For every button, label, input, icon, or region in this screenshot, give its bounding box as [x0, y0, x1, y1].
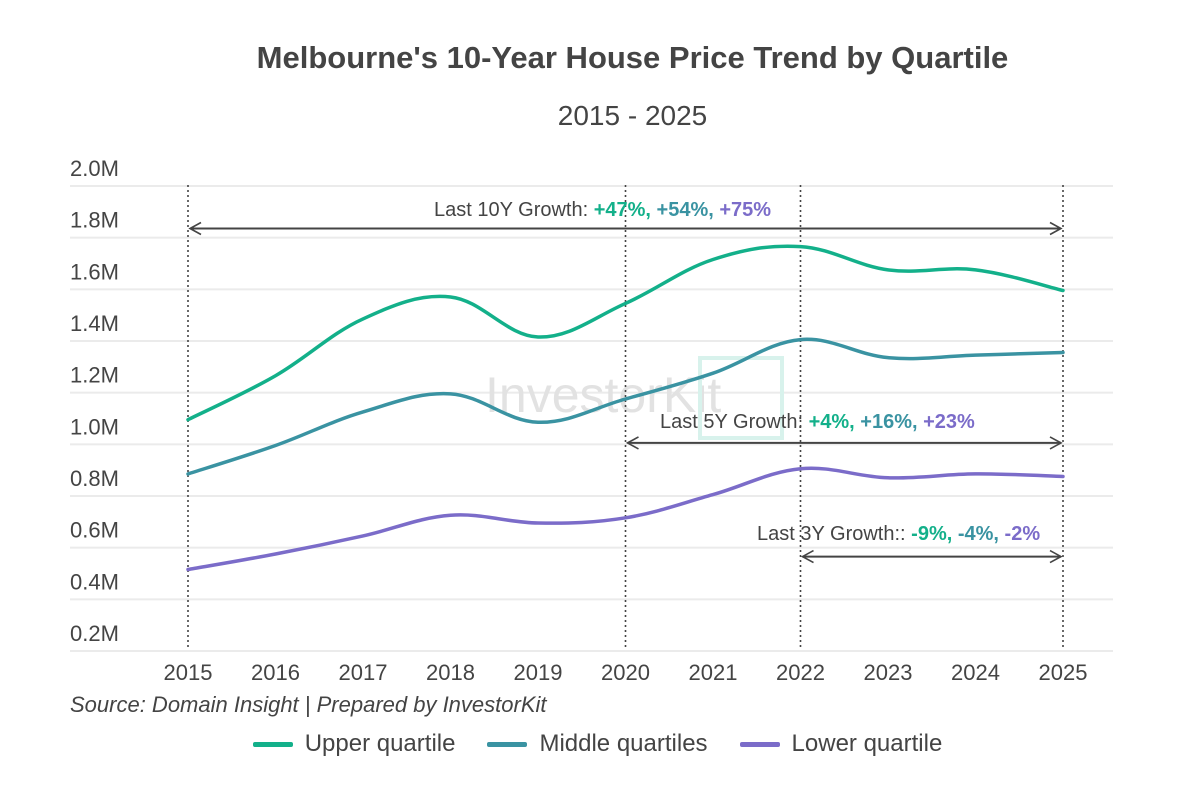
chart-subtitle: 2015 - 2025: [557, 100, 708, 131]
legend-label: Upper quartile: [304, 730, 456, 757]
legend-swatch: [739, 741, 780, 747]
source-note: Source: Domain Insight | Prepared by Inv…: [70, 692, 547, 717]
y-tick-label: 0.6M: [70, 518, 119, 543]
x-tick-label: 2017: [339, 660, 388, 685]
growth-value: +75%: [719, 199, 771, 221]
y-tick-label: 1.8M: [70, 208, 119, 233]
y-tick-label: 2.0M: [70, 156, 119, 181]
growth-value: +16%,: [860, 411, 923, 433]
legend-label: Lower quartile: [791, 730, 943, 757]
growth-annotation: Last 10Y Growth: +47%, +54%, +75%: [434, 199, 771, 221]
series-line-lower-quartile: [186, 466, 1065, 572]
growth-label: Last 3Y Growth::: [757, 523, 911, 545]
y-tick-label: 0.4M: [70, 569, 119, 594]
y-tick-label: 1.4M: [70, 311, 119, 336]
series-line-upper-quartile: [186, 244, 1065, 422]
series-line-middle-quartiles: [186, 337, 1065, 476]
x-tick-label: 2020: [601, 660, 650, 685]
growth-value: +47%,: [594, 199, 657, 221]
legend-swatch: [252, 741, 293, 747]
x-tick-label: 2024: [951, 660, 1000, 685]
y-tick-label: 1.0M: [70, 414, 119, 439]
chart-title: Melbourne's 10-Year House Price Trend by…: [256, 40, 1009, 75]
x-tick-label: 2022: [776, 660, 825, 685]
legend: Upper quartile Middle quartiles Lower quar…: [0, 730, 1195, 758]
x-tick-label: 2021: [689, 660, 738, 685]
growth-label: Last 10Y Growth:: [434, 199, 594, 221]
growth-value: +23%: [923, 411, 975, 433]
growth-value: -9%,: [911, 523, 958, 545]
legend-item: Upper quartile: [252, 730, 456, 758]
y-tick-label: 0.2M: [70, 621, 119, 646]
growth-value: +54%,: [657, 199, 720, 221]
watermark-text: InvestorKit: [485, 367, 721, 423]
legend-item: Middle quartiles: [487, 730, 708, 758]
legend-swatch: [487, 741, 528, 747]
growth-label: Last 5Y Growth:: [660, 411, 809, 433]
growth-annotation: Last 3Y Growth:: -9%, -4%, -2%: [757, 523, 1040, 545]
growth-value: -2%: [1005, 523, 1041, 545]
growth-value: -4%,: [958, 523, 1005, 545]
y-tick-label: 1.6M: [70, 259, 119, 284]
growth-annotation: Last 5Y Growth: +4%, +16%, +23%: [660, 411, 975, 433]
x-tick-label: 2018: [426, 660, 475, 685]
legend-item: Lower quartile: [739, 730, 943, 758]
x-tick-label: 2019: [514, 660, 563, 685]
legend-label: Middle quartiles: [539, 730, 708, 757]
growth-value: +4%,: [809, 411, 861, 433]
x-tick-label: 2016: [251, 660, 300, 685]
x-tick-label: 2025: [1039, 660, 1088, 685]
y-tick-label: 0.8M: [70, 466, 119, 491]
x-tick-label: 2015: [164, 660, 213, 685]
y-tick-label: 1.2M: [70, 363, 119, 388]
x-tick-label: 2023: [864, 660, 913, 685]
